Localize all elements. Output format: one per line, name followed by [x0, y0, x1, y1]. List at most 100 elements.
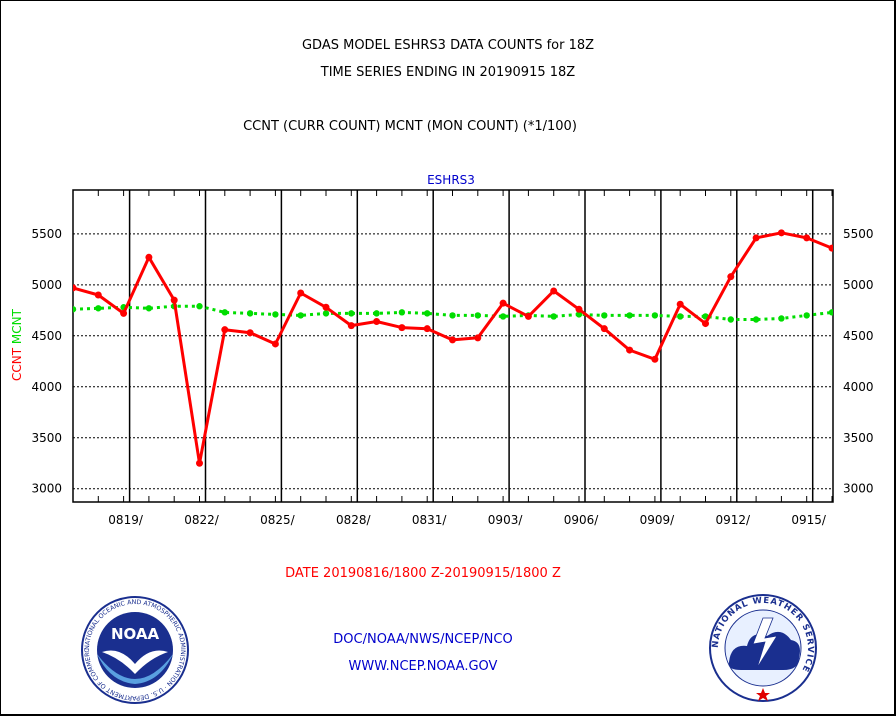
ccnt-point — [73, 284, 77, 292]
ccnt-point — [499, 299, 507, 307]
y-tick-label-left: 3500 — [31, 431, 62, 445]
x-tick-label: 0909/ — [640, 513, 676, 527]
mcnt-point — [221, 309, 228, 316]
ccnt-point — [777, 229, 785, 237]
y-tick-label-left: 4000 — [31, 380, 62, 394]
y-tick-label-left: 3000 — [31, 482, 62, 496]
mcnt-point — [499, 313, 507, 320]
chart-title-line-1: GDAS MODEL ESHRS3 DATA COUNTS for 18Z — [301, 38, 595, 53]
ccnt-point — [145, 253, 153, 261]
mcnt-point — [601, 312, 608, 319]
mcnt-point — [424, 310, 431, 317]
y-axis-label-part: CCNT — [10, 347, 24, 381]
y-tick-label-right: 3000 — [843, 482, 874, 496]
y-axis-label-text: CCNT MCNT — [10, 308, 24, 381]
mcnt-point — [246, 310, 254, 317]
y-tick-label-left: 5000 — [31, 278, 62, 292]
y-tick-label-left: 5500 — [31, 227, 62, 241]
org-line: DOC/NOAA/NWS/NCEP/NCO — [333, 632, 513, 647]
ccnt-point — [322, 303, 330, 311]
chart-subtitle: CCNT (CURR COUNT) MCNT (MON COUNT) (*1/1… — [243, 119, 577, 134]
ccnt-point — [828, 244, 833, 252]
mcnt-point — [803, 312, 810, 319]
ccnt-point — [373, 318, 381, 326]
x-tick-label: 0915/ — [791, 513, 827, 527]
mcnt-point — [550, 313, 557, 320]
mcnt-point — [398, 309, 406, 316]
y-tick-label-right: 5000 — [843, 278, 874, 292]
x-tick-label: 0825/ — [260, 513, 296, 527]
ccnt-point — [474, 334, 482, 342]
right-y-tick-labels: 3000 3500 4000 4500 5000 5500 — [843, 227, 874, 496]
x-tick-label: 0906/ — [564, 513, 600, 527]
ccnt-point — [676, 300, 684, 308]
ccnt-point — [271, 340, 279, 348]
noaa-logo-label: NOAA — [111, 625, 160, 643]
y-tick-label-right: 3500 — [843, 431, 874, 445]
ccnt-point — [651, 355, 659, 363]
y-tick-label-left: 4500 — [31, 329, 62, 343]
series-layer — [73, 229, 833, 467]
mcnt-point — [474, 312, 481, 319]
ccnt-point — [550, 287, 558, 295]
mcnt-point — [677, 313, 684, 320]
y-tick-label-right: 4000 — [843, 380, 874, 394]
mcnt-point — [626, 312, 633, 319]
y-axis-label: CCNT MCNT — [10, 308, 24, 381]
y-tick-label-right: 5500 — [843, 227, 874, 241]
mcnt-point — [348, 310, 355, 317]
mcnt-point — [828, 309, 833, 316]
grid-layer — [72, 190, 833, 502]
mcnt-point — [778, 315, 785, 322]
ccnt-line — [73, 231, 833, 465]
mcnt-point — [322, 310, 330, 317]
mcnt-point — [196, 303, 203, 310]
x-tick-label: 0912/ — [716, 513, 752, 527]
ccnt-point — [803, 234, 811, 242]
mcnt-point — [95, 305, 102, 312]
ccnt-point — [120, 309, 128, 317]
mcnt-point — [373, 310, 380, 317]
website-link[interactable]: WWW.NCEP.NOAA.GOV — [348, 659, 498, 674]
x-tick-label: 0828/ — [336, 513, 372, 527]
ccnt-point — [398, 324, 406, 332]
x-tick-label: 0822/ — [184, 513, 220, 527]
ccnt-point — [423, 325, 431, 333]
mcnt-point — [752, 316, 760, 323]
mcnt-point — [449, 312, 456, 319]
ccnt-point — [524, 312, 532, 320]
x-tick-labels: 0819/0822/0825/0828/0831/0903/0906/0909/… — [108, 513, 827, 527]
ccnt-point — [626, 346, 634, 354]
mcnt-point — [272, 311, 279, 318]
mcnt-point — [145, 305, 153, 312]
ccnt-point — [170, 296, 178, 304]
ccnt-point — [196, 459, 203, 467]
mcnt-point — [297, 312, 304, 319]
ccnt-point — [449, 336, 456, 344]
panel-label: ESHRS3 — [427, 173, 475, 187]
ccnt-point — [94, 291, 102, 299]
ccnt-point — [752, 234, 760, 242]
ccnt-point — [246, 329, 254, 337]
ccnt-point — [600, 325, 608, 333]
mcnt-point — [575, 311, 583, 318]
ccnt-point — [575, 305, 583, 313]
mcnt-point — [651, 312, 659, 319]
date-range-label: DATE 20190816/1800 Z-20190915/1800 Z — [285, 566, 561, 581]
x-tick-label: 0831/ — [412, 513, 448, 527]
nws-logo: NATIONAL WEATHER SERVICE — [709, 594, 817, 702]
ccnt-point — [727, 273, 735, 281]
ccnt-point — [297, 289, 305, 297]
ccnt-point — [221, 326, 229, 334]
chart-title-line-2: TIME SERIES ENDING IN 20190915 18Z — [320, 65, 576, 80]
x-tick-label: 0819/ — [108, 513, 144, 527]
mcnt-point — [727, 316, 734, 323]
plot-area — [72, 189, 834, 503]
y-axis-label-part: MCNT — [10, 308, 24, 348]
y-tick-label-right: 4500 — [843, 329, 874, 343]
left-y-tick-labels: 3000 3500 4000 4500 5000 5500 — [31, 227, 62, 496]
mcnt-point — [73, 306, 77, 313]
ccnt-point — [347, 322, 355, 330]
ccnt-point — [702, 320, 709, 328]
